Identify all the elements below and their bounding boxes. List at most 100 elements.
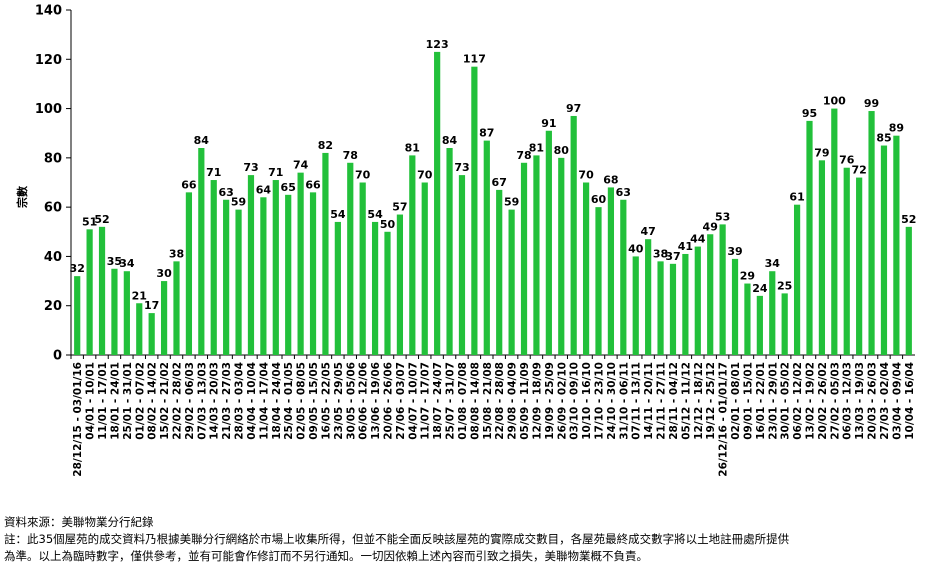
bar	[235, 209, 242, 355]
x-tick-label: 09/05 - 15/05	[308, 362, 320, 440]
x-tick-label: 08/02 - 14/02	[147, 362, 159, 440]
data-label: 17	[144, 299, 159, 312]
data-label: 67	[492, 176, 507, 189]
x-tick-label: 07/03 - 13/03	[196, 362, 208, 440]
bar	[620, 199, 627, 355]
bar	[160, 281, 168, 355]
data-label: 70	[417, 169, 433, 182]
data-label: 40	[628, 242, 644, 255]
bar	[285, 194, 292, 355]
bar	[111, 268, 118, 355]
data-label: 24	[752, 282, 768, 295]
data-label: 65	[281, 181, 296, 194]
x-tick-label: 04/01 - 10/01	[85, 362, 97, 440]
y-tick-label: 100	[35, 102, 62, 117]
data-label: 34	[765, 257, 781, 270]
data-label: 99	[864, 97, 879, 110]
x-tick-label: 20/06 - 26/06	[383, 362, 395, 440]
x-tick-label: 21/11 - 27/11	[656, 362, 668, 440]
data-label: 63	[218, 186, 233, 199]
bar	[396, 214, 404, 355]
data-label: 100	[823, 95, 846, 108]
data-label: 52	[901, 213, 916, 226]
bar	[756, 295, 763, 355]
data-label: 73	[243, 161, 258, 174]
data-label: 87	[479, 127, 494, 140]
x-tick-label: 28/12/15 - 03/01/16	[72, 362, 84, 477]
x-tick-label: 01/08 - 07/08	[457, 362, 469, 440]
x-tick-label: 11/04 - 17/04	[258, 362, 270, 440]
bar	[322, 152, 329, 355]
data-label: 80	[554, 144, 570, 157]
x-tick-label: 02/01 - 08/01	[730, 362, 742, 440]
data-label: 35	[107, 255, 122, 268]
data-label: 47	[640, 225, 655, 238]
bar	[297, 172, 304, 355]
bar	[769, 271, 776, 355]
x-tick-label: 20/02 - 26/02	[817, 362, 829, 440]
x-tick-label: 21/03 - 27/03	[221, 362, 233, 440]
bar	[806, 120, 813, 356]
bar	[880, 145, 888, 355]
data-label: 30	[156, 267, 172, 280]
bar	[657, 261, 664, 355]
bar	[198, 148, 205, 355]
bar	[868, 111, 875, 356]
bar	[446, 148, 453, 355]
data-label: 39	[727, 245, 742, 258]
data-label: 34	[119, 257, 135, 270]
data-label: 66	[305, 178, 321, 191]
x-tick-label: 15/02 - 21/02	[159, 362, 171, 440]
data-label: 71	[268, 166, 283, 179]
data-label: 60	[591, 193, 607, 206]
disclaimer-line-1: 註：此35個屋苑的成交資料乃根據美聯分行網絡於市場上收集所得，但並不能全面反映該…	[4, 532, 790, 546]
x-tick-label: 31/10 - 06/11	[618, 362, 630, 440]
x-tick-label: 03/04 - 09/04	[891, 362, 903, 440]
data-label: 97	[566, 102, 581, 115]
x-tick-label: 25/01 - 31/01	[122, 362, 134, 440]
data-label: 117	[463, 53, 486, 66]
data-label: 41	[678, 240, 693, 253]
x-tick-label: 04/07 - 10/07	[407, 362, 419, 440]
x-tick-label: 27/06 - 03/07	[395, 362, 407, 440]
data-label: 53	[715, 210, 730, 223]
bar	[508, 209, 515, 355]
x-tick-label: 16/01 - 22/01	[755, 362, 767, 440]
data-label: 81	[529, 141, 544, 154]
bar	[520, 162, 528, 355]
x-tick-label: 08/08 - 14/08	[469, 362, 481, 440]
x-tick-label: 17/10 - 23/10	[594, 362, 606, 440]
x-tick-label: 27/03 - 02/04	[879, 362, 891, 440]
y-tick-label: 0	[53, 349, 62, 364]
bar	[595, 207, 602, 355]
bar	[148, 313, 155, 355]
x-tick-label: 07/11 - 13/11	[631, 362, 643, 440]
bar	[185, 192, 193, 355]
data-label: 74	[293, 159, 309, 172]
bar	[384, 231, 391, 355]
bar	[682, 253, 689, 355]
bar	[471, 66, 478, 355]
data-label: 25	[777, 279, 792, 292]
x-tick-label: 06/03 - 12/03	[842, 362, 854, 440]
bar	[347, 162, 354, 355]
data-label: 21	[132, 289, 147, 302]
data-label: 54	[367, 208, 383, 221]
bar	[744, 283, 751, 355]
bar	[905, 226, 912, 355]
y-tick-label: 120	[35, 53, 62, 68]
x-tick-label: 30/01 - 05/02	[780, 362, 792, 440]
x-tick-label: 26/12/16 - 01/01/17	[718, 362, 730, 477]
x-tick-label: 19/12 - 25/12	[705, 362, 717, 440]
x-tick-label: 19/09 - 25/09	[544, 362, 556, 440]
data-label: 63	[616, 186, 631, 199]
data-label: 54	[330, 208, 346, 221]
x-tick-label: 25/07 - 31/07	[445, 362, 457, 440]
bar	[74, 276, 81, 355]
x-tick-label: 12/12 - 18/12	[693, 362, 705, 440]
x-tick-label: 09/01 - 15/01	[742, 362, 754, 440]
x-tick-label: 22/02 - 28/02	[172, 362, 184, 440]
x-tick-label: 05/09 - 11/09	[519, 362, 531, 440]
x-tick-label: 10/04 - 16/04	[904, 362, 916, 440]
x-tick-label: 02/05 - 08/05	[296, 362, 308, 440]
